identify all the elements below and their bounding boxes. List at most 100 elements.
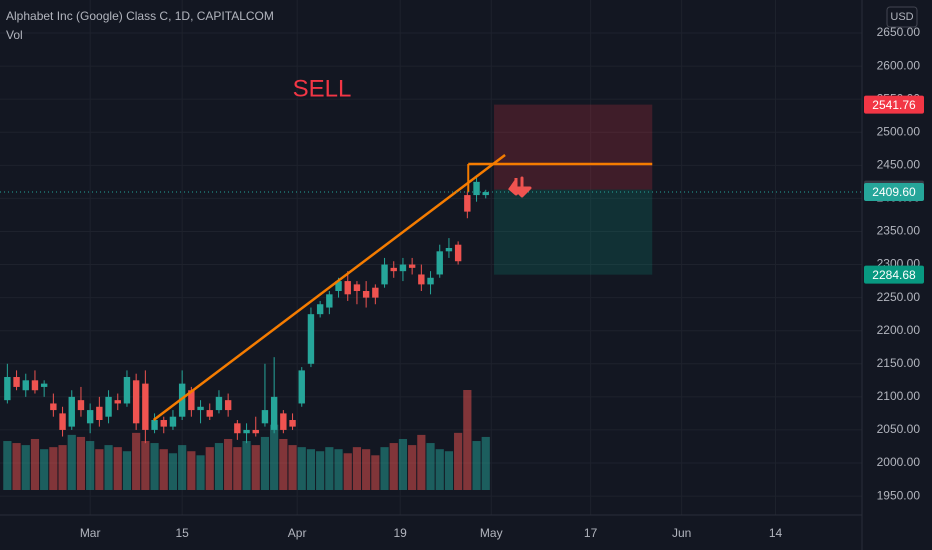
candle-body [86,410,94,424]
stop-zone [494,104,653,190]
volume-bar [463,390,472,490]
candle-body [326,294,333,308]
sell-label: SELL [293,75,352,102]
candle-body [344,281,351,295]
volume-bar [426,443,435,490]
x-tick-label: Mar [80,526,101,540]
candle-body [215,396,223,411]
volume-bar [389,443,398,490]
candle-body [482,192,489,196]
target-zone [494,189,653,275]
candle-body [234,423,241,434]
y-tick-label: 2500.00 [877,124,921,138]
volume-bar [435,449,444,490]
candle-body [31,380,39,391]
volume-bar [58,445,67,490]
x-tick-label: 15 [175,526,189,540]
volume-bar [224,438,233,490]
candle-body [427,277,434,285]
candle-body [68,396,75,427]
volume-bar [141,441,150,490]
x-tick-label: May [480,526,503,540]
candle-body [169,416,177,427]
price-label-box [864,265,924,284]
volume-bar [132,432,141,490]
volume-bar [49,447,58,490]
y-tick-label: 2050.00 [877,422,921,436]
y-tick-label: 2200.00 [877,323,921,337]
volume-bar [3,441,12,490]
volume-bar [242,441,251,490]
volume-bar [251,445,260,490]
candle-body [114,400,121,404]
candle-body [381,264,388,285]
volume-bar [104,445,113,490]
volume-bar [417,434,426,490]
volume-bar [454,432,463,490]
candle-body [316,304,324,315]
candle-body [4,377,11,401]
candle-body [408,264,416,268]
price-label: 2409.60 [872,185,916,199]
candle-body [160,420,167,427]
candle-body [436,251,443,275]
sell-arrow [508,176,532,198]
volume-bar [150,443,159,490]
candle-body [362,291,370,298]
volume-bar [122,451,132,490]
candle-body [390,267,397,272]
volume-bar [168,453,178,490]
y-tick-label: 2650.00 [877,25,921,39]
chart-title: Alphabet Inc (Google) Class C, 1D, CAPIT… [6,9,274,23]
y-tick-label: 2450.00 [877,157,921,171]
candle-body [40,383,48,387]
volume-label: Vol [6,28,23,42]
price-label-box [864,183,924,202]
price-label-box [864,95,924,114]
currency-box[interactable] [886,6,918,28]
volume-bar [288,445,297,490]
volume-bar [187,451,196,490]
candle-body [178,383,186,417]
volume-bar [67,434,76,490]
candle-body [206,410,213,417]
volume-bar [380,447,389,490]
candle-body [59,413,66,430]
candle-body [464,195,471,212]
volume-bar [40,449,49,490]
y-tick-label: 1950.00 [877,488,921,502]
volume-bar [297,447,306,490]
trend-line [152,153,506,422]
candle-body [151,420,158,430]
y-tick-label: 2000.00 [877,455,921,469]
candle-body [261,410,269,424]
volume-bar [95,449,104,490]
volume-bar [408,445,417,490]
x-tick-label: 19 [394,526,408,540]
candle-body [335,281,342,292]
volume-bar [260,436,270,490]
candle-body [50,403,57,411]
candle-body [105,396,112,417]
candle-body [270,396,278,430]
candle-body [77,400,85,411]
volume-bar [233,447,242,490]
volume-bar [214,443,224,490]
candle-body [280,413,287,430]
candle-body [224,400,232,411]
candle-body [372,287,379,298]
volume-bar [398,438,408,490]
currency[interactable]: USD [890,11,913,23]
candle-body [197,406,204,411]
volume-bar [325,447,334,490]
volume-bar [306,449,316,490]
candle-body [307,314,315,364]
candle-body [188,390,195,411]
candle-body [243,429,250,434]
volume-bar [196,455,205,490]
candle-body [22,380,29,391]
volume-bar [352,447,362,490]
volume-bar [159,449,168,490]
x-tick-label: Apr [288,526,307,540]
y-tick-label: 2250.00 [877,290,921,304]
